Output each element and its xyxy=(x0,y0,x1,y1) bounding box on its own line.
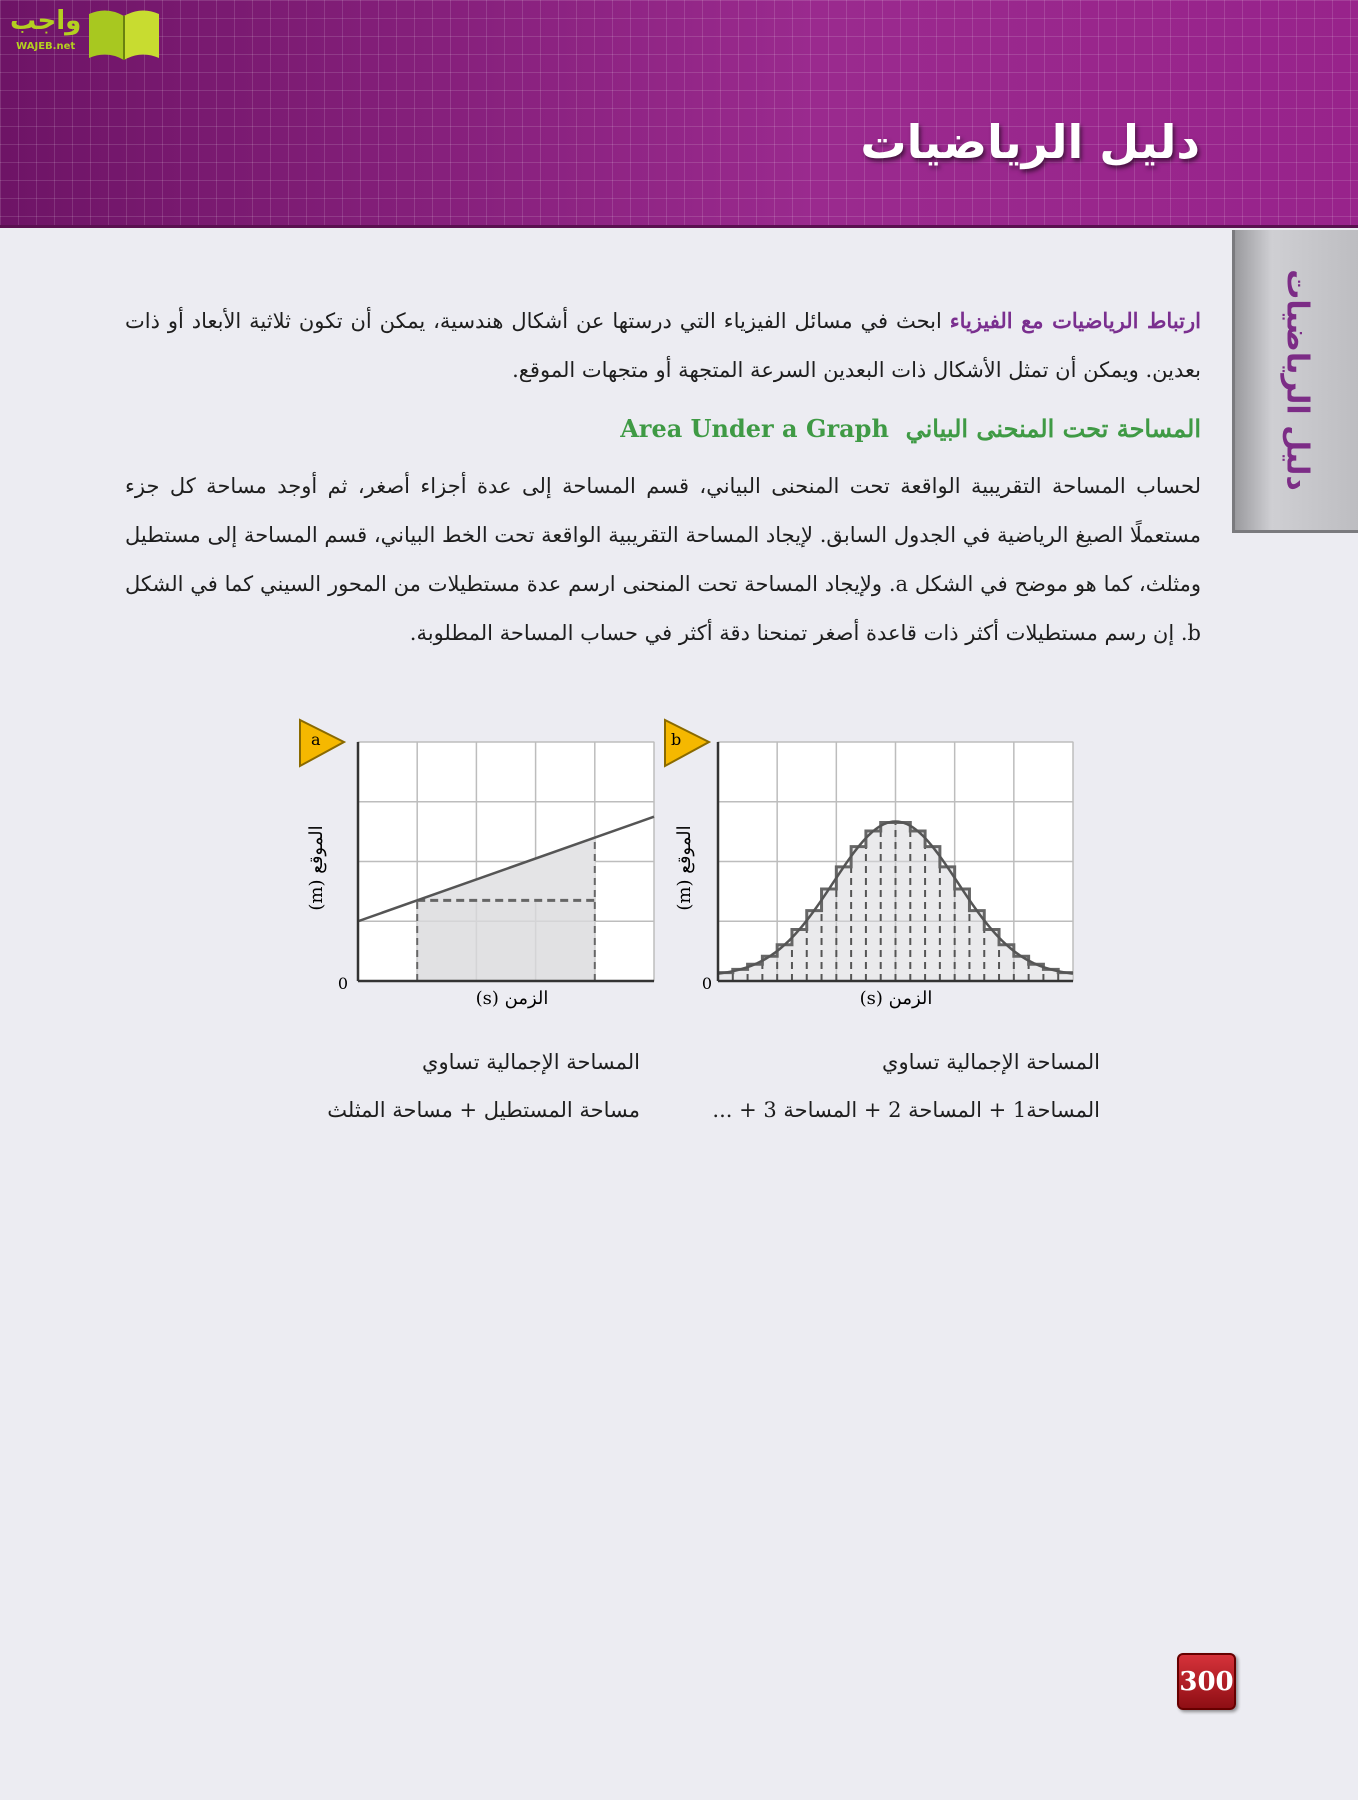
figure-b xyxy=(716,741,1074,983)
figure-b-caption-2: المساحة1 + المساحة 2 + المساحة 3 + ... xyxy=(712,1098,1100,1122)
area-rectangle xyxy=(747,964,763,981)
heading-arabic: المساحة تحت المنحنى البياني xyxy=(905,414,1201,443)
intro-paragraph: ارتباط الرياضيات مع الفيزياء ابحث في مسا… xyxy=(125,296,1201,395)
figure-a-ylabel: الموقع (m) xyxy=(306,825,327,910)
area-rectangle xyxy=(910,831,926,981)
figure-b-origin: 0 xyxy=(702,974,712,993)
heading-english: Area Under a Graph xyxy=(620,414,889,443)
area-rectangle xyxy=(718,972,733,981)
book-icon xyxy=(89,10,160,61)
area-rectangle xyxy=(1058,972,1073,981)
wajeb-logo: واجب WAJEB.net xyxy=(10,6,163,62)
side-tab-label: دليل الرياضيات xyxy=(1279,269,1314,491)
figure-b-badge-label: b xyxy=(671,730,681,749)
figure-a-badge-label: a xyxy=(311,730,321,749)
area-rectangle xyxy=(969,910,985,981)
figures: 0 0 الزمن (s) الزمن (s) الموقع (m) الموق… xyxy=(299,718,1074,1009)
area-rectangle xyxy=(806,910,822,981)
rectangle-area xyxy=(417,900,595,981)
area-rectangle xyxy=(999,944,1014,981)
area-rectangle xyxy=(791,929,807,981)
area-rectangle xyxy=(925,846,940,981)
page-title: دليل الرياضيات xyxy=(860,115,1200,169)
bell-curve xyxy=(717,820,1074,975)
section-body: لحساب المساحة التقريبية الواقعة تحت المن… xyxy=(125,474,1201,645)
graph-line xyxy=(357,815,655,923)
area-rectangle xyxy=(984,929,1000,981)
figure-a-origin: 0 xyxy=(338,974,348,993)
area-rectangle xyxy=(836,866,852,981)
figure-b-caption-1: المساحة الإجمالية تساوي xyxy=(882,1050,1100,1074)
area-rectangle xyxy=(1028,964,1044,981)
figure-a-caption-2: مساحة المستطيل + مساحة المثلث xyxy=(327,1098,640,1122)
area-rectangle xyxy=(762,956,778,981)
area-rectangle xyxy=(777,944,792,981)
intro-lead: ارتباط الرياضيات مع الفيزياء xyxy=(949,308,1201,333)
area-rectangle xyxy=(732,969,748,981)
area-rectangle xyxy=(1013,956,1029,981)
area-rectangle xyxy=(1043,969,1059,981)
area-rectangle xyxy=(880,822,896,981)
area-rectangle xyxy=(851,846,866,981)
logo-text: واجب xyxy=(10,6,82,36)
side-tab: دليل الرياضيات xyxy=(1232,230,1358,533)
intro-text: ابحث في مسائل الفيزياء التي درستها عن أش… xyxy=(125,309,1201,382)
figure-b-ylabel: الموقع (m) xyxy=(674,825,695,910)
area-rectangle xyxy=(895,822,911,981)
area-rectangle xyxy=(954,889,970,981)
area-rectangle xyxy=(821,889,837,981)
figure-a-caption-1: المساحة الإجمالية تساوي xyxy=(422,1050,640,1074)
section-heading: المساحة تحت المنحنى البياني Area Under a… xyxy=(620,414,1201,443)
area-rectangle xyxy=(865,831,881,981)
figure-a-xlabel: الزمن (s) xyxy=(476,988,549,1009)
figure-a-badge: a xyxy=(299,718,347,768)
page-number: 300 xyxy=(1177,1653,1236,1710)
logo-sub: WAJEB.net xyxy=(16,41,76,52)
figure-b-badge: b xyxy=(664,718,712,768)
chapter-header: واجب WAJEB.net دليل الرياضيات xyxy=(0,0,1358,228)
figure-a xyxy=(356,741,655,983)
area-rectangle xyxy=(939,866,955,981)
figure-b-xlabel: الزمن (s) xyxy=(860,988,933,1009)
